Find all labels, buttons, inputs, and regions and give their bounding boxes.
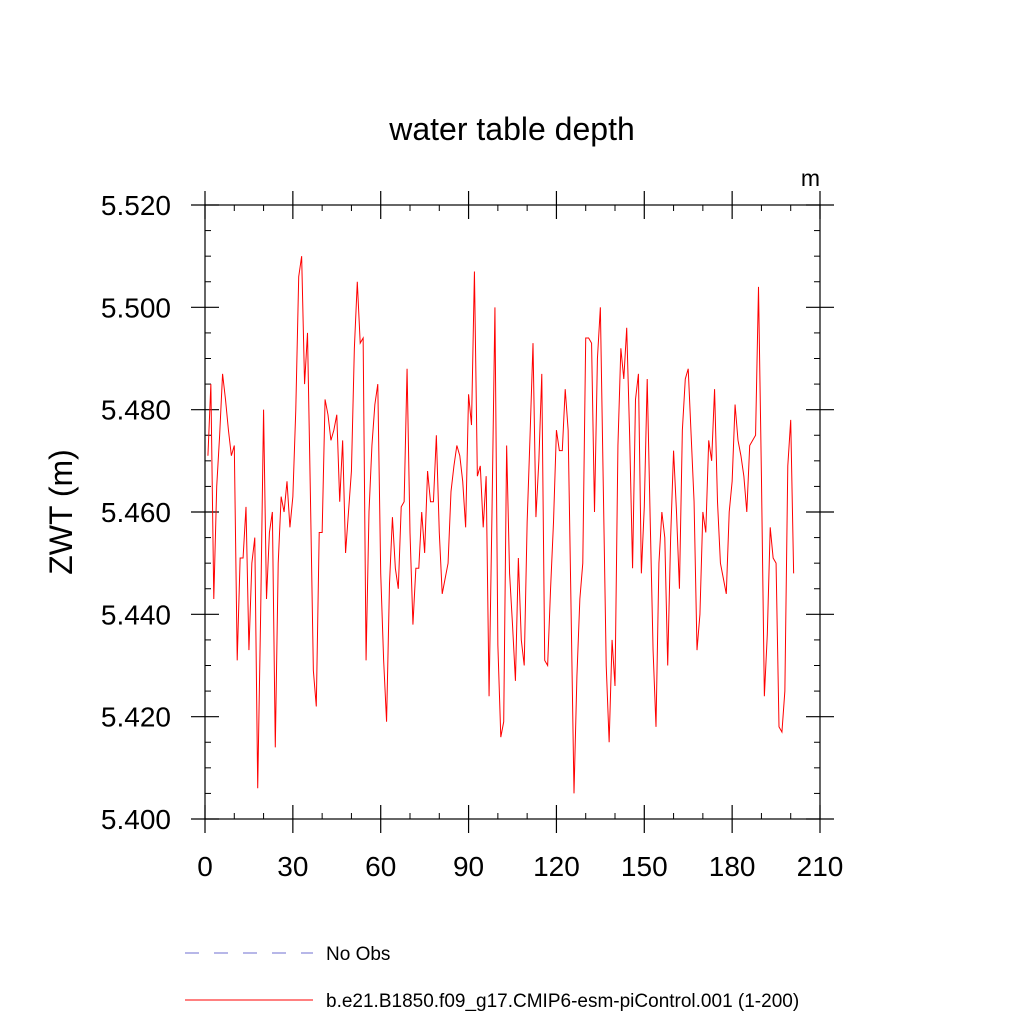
minor-ticks — [205, 205, 820, 819]
units-label: m — [801, 165, 820, 191]
y-tick-label: 5.460 — [101, 497, 171, 528]
x-tick-label: 90 — [453, 851, 484, 882]
legend-label: b.e21.B1850.f09_g17.CMIP6-esm-piControl.… — [326, 991, 799, 1012]
y-tick-label: 5.440 — [101, 599, 171, 630]
chart-title: water table depth — [388, 111, 635, 147]
y-tick-label: 5.520 — [101, 190, 171, 221]
y-tick-label: 5.500 — [101, 292, 171, 323]
x-tick-labels: 0 30 60 90 120 150 180 210 — [197, 851, 843, 882]
legend-label: No Obs — [326, 944, 390, 965]
series-lines — [207, 256, 795, 794]
x-tick-label: 120 — [533, 851, 580, 882]
y-tick-labels: 5.400 5.420 5.440 5.460 5.480 5.500 5.520 — [101, 190, 171, 835]
major-ticks — [191, 191, 834, 833]
x-tick-label: 0 — [197, 851, 213, 882]
y-tick-label: 5.480 — [101, 395, 171, 426]
x-tick-label: 150 — [621, 851, 668, 882]
series-line — [207, 256, 795, 794]
x-tick-label: 210 — [797, 851, 844, 882]
legend: No Obs b.e21.B1850.f09_g17.CMIP6-esm-piCo… — [185, 944, 799, 1012]
y-tick-label: 5.400 — [101, 804, 171, 835]
y-axis-label: ZWT (m) — [43, 449, 79, 575]
plot-frame — [204, 204, 821, 820]
x-tick-label: 30 — [277, 851, 308, 882]
y-tick-label: 5.420 — [101, 702, 171, 733]
x-tick-label: 180 — [709, 851, 756, 882]
x-tick-label: 60 — [365, 851, 396, 882]
